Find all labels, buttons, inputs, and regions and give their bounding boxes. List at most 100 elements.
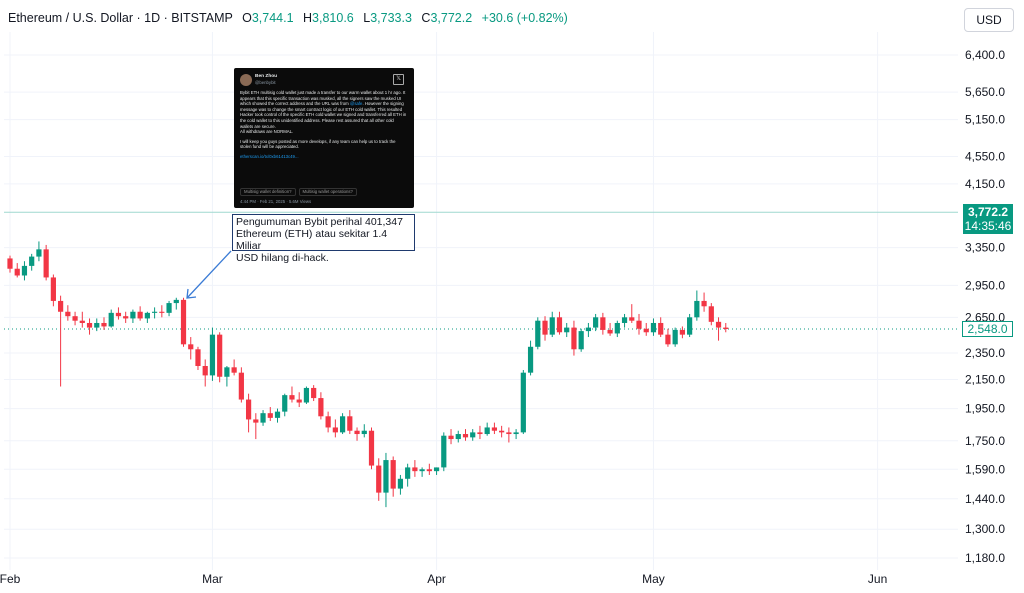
candle[interactable] <box>513 429 519 440</box>
candle[interactable] <box>108 309 114 328</box>
candle[interactable] <box>535 317 541 350</box>
candle[interactable] <box>614 320 620 338</box>
candle[interactable] <box>477 425 483 440</box>
candle[interactable] <box>412 460 418 477</box>
candle[interactable] <box>672 327 678 347</box>
candle[interactable] <box>715 317 722 341</box>
candle[interactable] <box>303 386 310 405</box>
candle[interactable] <box>245 393 252 433</box>
candle[interactable] <box>282 393 288 417</box>
candle[interactable] <box>123 311 129 323</box>
candle[interactable] <box>65 305 71 321</box>
candle[interactable] <box>361 424 367 438</box>
candle[interactable] <box>462 429 469 441</box>
candle[interactable] <box>549 311 555 338</box>
candle[interactable] <box>455 430 461 443</box>
candle[interactable] <box>441 432 447 472</box>
candle[interactable] <box>318 392 324 420</box>
candle[interactable] <box>585 322 591 338</box>
candle[interactable] <box>231 359 237 376</box>
candle[interactable] <box>195 346 201 370</box>
candle[interactable] <box>687 313 693 338</box>
candle[interactable] <box>621 313 628 328</box>
candle[interactable] <box>173 297 179 310</box>
candle[interactable] <box>665 328 671 347</box>
candle[interactable] <box>289 386 295 403</box>
candle[interactable] <box>188 337 194 360</box>
candle[interactable] <box>339 413 346 435</box>
candle[interactable] <box>238 367 244 403</box>
candle[interactable] <box>79 311 85 328</box>
candle[interactable] <box>723 322 729 333</box>
candle[interactable] <box>390 456 396 497</box>
currency-button[interactable]: USD <box>964 8 1014 32</box>
candle[interactable] <box>224 365 230 387</box>
candle[interactable] <box>607 322 613 336</box>
candle[interactable] <box>115 307 122 320</box>
candle[interactable] <box>405 463 411 487</box>
candle[interactable] <box>274 408 281 423</box>
candle[interactable] <box>72 311 78 326</box>
candle[interactable] <box>448 429 454 445</box>
candle[interactable] <box>470 429 476 441</box>
candle[interactable] <box>650 318 657 336</box>
candle[interactable] <box>506 427 512 443</box>
candle[interactable] <box>202 359 208 387</box>
candle[interactable] <box>130 309 136 323</box>
candle[interactable] <box>86 318 93 335</box>
candle[interactable] <box>267 407 273 422</box>
candle[interactable] <box>679 326 685 339</box>
candle[interactable] <box>499 425 505 438</box>
candle[interactable] <box>152 307 158 319</box>
candle[interactable] <box>397 474 404 495</box>
candle[interactable] <box>347 410 353 435</box>
candle[interactable] <box>58 295 64 387</box>
candle[interactable] <box>694 290 700 321</box>
candle[interactable] <box>14 263 20 278</box>
candle[interactable] <box>166 300 172 317</box>
candle[interactable] <box>180 297 187 347</box>
candle[interactable] <box>36 241 42 262</box>
candle[interactable] <box>144 311 150 323</box>
candle[interactable] <box>209 327 216 381</box>
candle[interactable] <box>708 303 714 326</box>
candle[interactable] <box>368 427 375 470</box>
candle[interactable] <box>137 306 143 321</box>
candle[interactable] <box>593 313 599 332</box>
candle[interactable] <box>636 313 642 335</box>
candle[interactable] <box>564 322 570 338</box>
candle[interactable] <box>159 305 165 318</box>
candle[interactable] <box>296 392 302 408</box>
candle[interactable] <box>556 311 563 335</box>
candle[interactable] <box>520 369 526 435</box>
candle[interactable] <box>542 316 548 341</box>
candle[interactable] <box>383 452 389 508</box>
candle[interactable] <box>426 463 432 475</box>
candle[interactable] <box>527 340 534 376</box>
candle[interactable] <box>43 244 49 281</box>
candle[interactable] <box>629 304 635 323</box>
candle[interactable] <box>433 467 440 475</box>
candle[interactable] <box>29 253 35 271</box>
candle[interactable] <box>643 322 649 336</box>
candle[interactable] <box>658 317 664 338</box>
candle[interactable] <box>600 312 606 335</box>
candle[interactable] <box>7 255 13 273</box>
candle[interactable] <box>354 427 360 441</box>
candle[interactable] <box>325 411 331 433</box>
candle[interactable] <box>578 328 584 352</box>
candle[interactable] <box>491 422 498 435</box>
candle[interactable] <box>50 274 56 307</box>
candle[interactable] <box>376 458 382 501</box>
candle[interactable] <box>260 410 266 426</box>
candle[interactable] <box>311 385 317 402</box>
candle[interactable] <box>101 317 107 330</box>
candle[interactable] <box>701 292 707 312</box>
candle[interactable] <box>484 422 490 436</box>
candle[interactable] <box>217 332 223 383</box>
candle[interactable] <box>419 467 425 477</box>
candle[interactable] <box>94 318 100 332</box>
candle[interactable] <box>21 261 28 281</box>
candle[interactable] <box>571 320 577 356</box>
